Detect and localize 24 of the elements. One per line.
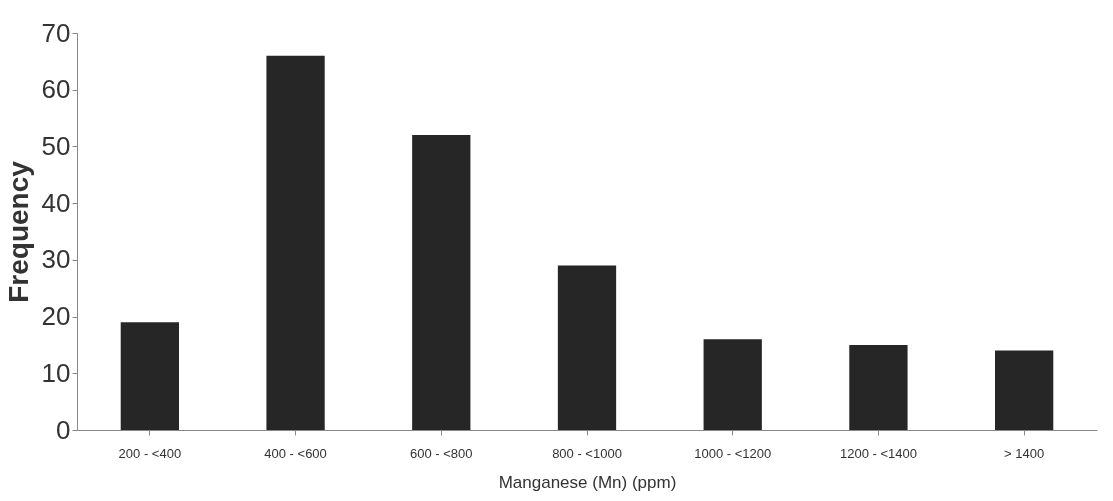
x-axis-title: Manganese (Mn) (ppm)	[498, 472, 677, 492]
y-tick-label: 50	[41, 130, 71, 161]
bar	[703, 339, 762, 430]
x-tick-label: 1000 - <1200	[694, 445, 772, 461]
x-tick-label: 200 - <400	[118, 445, 182, 461]
bar	[266, 55, 325, 430]
y-tick-label: 40	[41, 187, 71, 218]
x-tick-label: 1200 - <1400	[839, 445, 917, 461]
y-axis-title: Frequency	[2, 160, 34, 303]
bar	[995, 350, 1054, 430]
bar	[557, 265, 617, 430]
bar	[412, 135, 471, 430]
x-tick-label: 800 - <1000	[552, 445, 622, 461]
y-tick-label: 30	[41, 244, 71, 275]
x-tick-label: 400 - <600	[264, 445, 327, 461]
y-tick-label: 20	[41, 301, 71, 332]
y-tick-label: 0	[56, 414, 71, 445]
x-tick-label: 600 - <800	[410, 445, 473, 461]
x-tick-label: > 1400	[1004, 445, 1045, 461]
y-tick-label: 70	[41, 17, 71, 48]
y-tick-label: 10	[41, 357, 71, 388]
bar	[849, 344, 908, 430]
y-tick-label: 60	[41, 74, 71, 105]
bar	[120, 322, 179, 430]
